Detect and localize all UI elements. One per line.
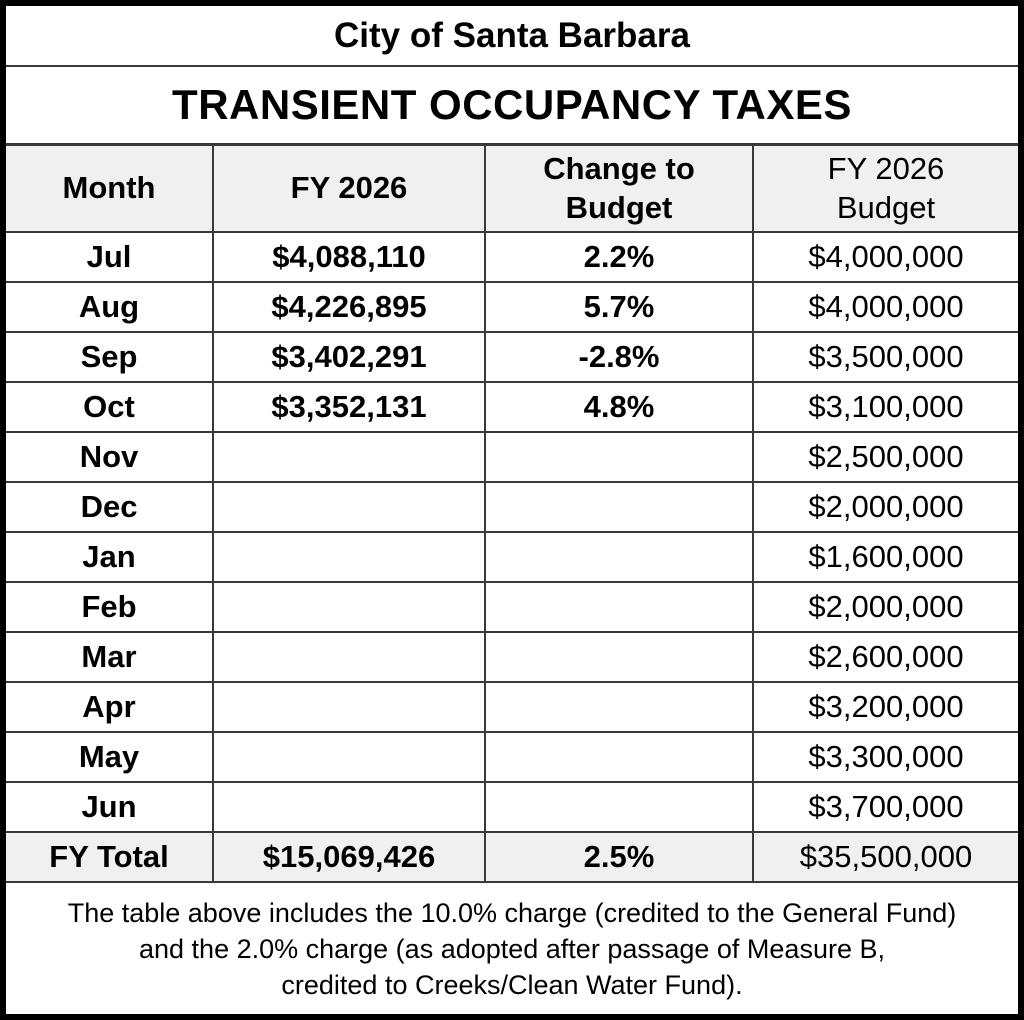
footnote-line-2: and the 2.0% charge (as adopted after pa… [139, 933, 885, 964]
fy2026-budget-cell: $3,700,000 [808, 789, 964, 824]
change-budget-cell [486, 433, 754, 481]
footnote-line-1: The table above includes the 10.0% charg… [67, 897, 957, 928]
change-budget-cell: 2.5% [486, 833, 754, 881]
fy2026-cell [214, 733, 486, 781]
fy2026-budget-cell: $3,500,000 [808, 339, 964, 374]
month-cell: Oct [6, 383, 214, 431]
org-title: City of Santa Barbara [6, 6, 1018, 67]
footnote: The table above includes the 10.0% charg… [6, 883, 1018, 1014]
month-cell: Apr [6, 683, 214, 731]
table-body: Jul $4,088,110 2.2% $4,000,000 Aug $4,22… [6, 233, 1018, 883]
table-row: Dec $2,000,000 [6, 483, 1018, 533]
change-budget-cell [486, 583, 754, 631]
fy2026-budget-cell: $35,500,000 [799, 839, 973, 874]
fy2026-cell [214, 783, 486, 831]
table-row: Jan $1,600,000 [6, 533, 1018, 583]
month-cell: Mar [6, 633, 214, 681]
column-header-change-budget: Change to Budget [486, 146, 754, 231]
change-budget-cell [486, 483, 754, 531]
table-row: Mar $2,600,000 [6, 633, 1018, 683]
fy2026-budget-cell: $3,100,000 [808, 389, 964, 424]
fy2026-cell [214, 533, 486, 581]
month-cell: Nov [6, 433, 214, 481]
column-header-fy2026: FY 2026 [214, 146, 486, 231]
month-cell: Jan [6, 533, 214, 581]
month-cell: Sep [6, 333, 214, 381]
change-budget-cell: 4.8% [486, 383, 754, 431]
report-title: TRANSIENT OCCUPANCY TAXES [6, 67, 1018, 146]
change-budget-cell [486, 633, 754, 681]
fy2026-cell: $3,352,131 [214, 383, 486, 431]
column-header-month: Month [6, 146, 214, 231]
footnote-line-3: credited to Creeks/Clean Water Fund). [281, 969, 743, 1000]
fy2026-cell [214, 483, 486, 531]
fy2026-cell: $3,402,291 [214, 333, 486, 381]
table-row: FY Total $15,069,426 2.5% $35,500,000 [6, 833, 1018, 883]
change-budget-cell [486, 683, 754, 731]
fy2026-cell: $15,069,426 [214, 833, 486, 881]
table-row: Feb $2,000,000 [6, 583, 1018, 633]
fy2026-cell [214, 583, 486, 631]
fy2026-cell: $4,088,110 [214, 233, 486, 281]
change-budget-cell: 2.2% [486, 233, 754, 281]
fy2026-budget-cell: $4,000,000 [808, 239, 964, 274]
fy2026-cell: $4,226,895 [214, 283, 486, 331]
change-budget-cell [486, 733, 754, 781]
month-cell: Aug [6, 283, 214, 331]
change-budget-cell: 5.7% [486, 283, 754, 331]
month-cell: Jun [6, 783, 214, 831]
change-budget-cell [486, 783, 754, 831]
fy2026-cell [214, 683, 486, 731]
fy2026-budget-cell: $4,000,000 [808, 289, 964, 324]
table-row: Jun $3,700,000 [6, 783, 1018, 833]
change-budget-cell [486, 533, 754, 581]
table-row: Sep $3,402,291 -2.8% $3,500,000 [6, 333, 1018, 383]
month-cell: Jul [6, 233, 214, 281]
table-row: May $3,300,000 [6, 733, 1018, 783]
table-row: Oct $3,352,131 4.8% $3,100,000 [6, 383, 1018, 433]
month-cell: May [6, 733, 214, 781]
fy2026-cell [214, 633, 486, 681]
table-header-row: Month FY 2026 Change to Budget FY 2026 B… [6, 146, 1018, 233]
fy2026-budget-cell: $1,600,000 [808, 539, 964, 574]
change-budget-cell: -2.8% [486, 333, 754, 381]
fy2026-cell [214, 433, 486, 481]
fy2026-budget-cell: $2,000,000 [808, 489, 964, 524]
fy2026-budget-cell: $2,500,000 [808, 439, 964, 474]
fy2026-budget-cell: $2,600,000 [808, 639, 964, 674]
table-row: Apr $3,200,000 [6, 683, 1018, 733]
fy2026-budget-cell: $3,300,000 [808, 739, 964, 774]
month-cell: Feb [6, 583, 214, 631]
column-header-fy2026-budget: FY 2026 Budget [827, 150, 945, 225]
month-cell: Dec [6, 483, 214, 531]
fy2026-budget-cell: $2,000,000 [808, 589, 964, 624]
month-cell: FY Total [6, 833, 214, 881]
fy2026-budget-cell: $3,200,000 [808, 689, 964, 724]
table-row: Nov $2,500,000 [6, 433, 1018, 483]
table-row: Jul $4,088,110 2.2% $4,000,000 [6, 233, 1018, 283]
table-row: Aug $4,226,895 5.7% $4,000,000 [6, 283, 1018, 333]
